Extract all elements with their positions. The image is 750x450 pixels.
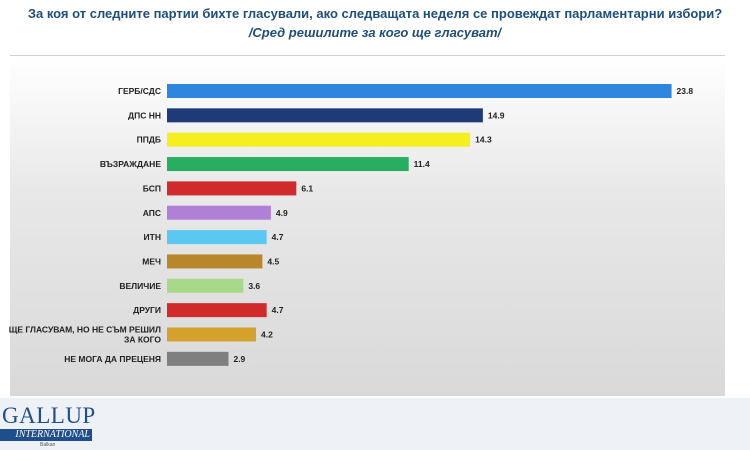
- value-label-11: 2.9: [233, 354, 245, 364]
- category-label-8: ВЕЛИЧИЕ: [119, 281, 161, 291]
- bar-5: [167, 205, 271, 220]
- bar-8: [167, 278, 244, 293]
- bar-3: [167, 157, 409, 172]
- bar-10: [167, 327, 257, 342]
- logo-main-text: GALLUP: [2, 403, 96, 428]
- value-label-2: 14.3: [475, 135, 492, 145]
- gallup-logo: GALLUP INTERNATIONAL Balkan: [0, 403, 100, 448]
- category-label-0: ГЕРБ/СДС: [118, 86, 161, 96]
- bar-0: [167, 84, 672, 98]
- value-label-4: 6.1: [301, 183, 313, 193]
- bar-9: [167, 303, 267, 318]
- category-label-4: БСП: [143, 183, 161, 193]
- logo-region-text: Balkan: [40, 442, 56, 448]
- category-label-1: ДПС НН: [128, 110, 161, 120]
- chart-title: За коя от следните партии бихте гласувал…: [27, 6, 723, 21]
- value-label-1: 14.9: [488, 110, 505, 120]
- bar-4: [167, 181, 297, 196]
- category-label-7: МЕЧ: [142, 256, 161, 266]
- category-label-6: ИТН: [144, 232, 161, 242]
- category-label-9: ДРУГИ: [133, 305, 161, 315]
- bar-7: [167, 254, 263, 269]
- category-label-11: НЕ МОГА ДА ПРЕЦЕНЯ: [64, 354, 161, 364]
- bar-2: [167, 132, 471, 147]
- bar-11: [167, 351, 229, 366]
- logo-sub-text: INTERNATIONAL: [0, 429, 92, 441]
- value-label-6: 4.7: [272, 232, 284, 242]
- value-label-8: 3.6: [248, 281, 260, 291]
- value-label-7: 4.5: [267, 256, 279, 266]
- bar-6: [167, 230, 267, 245]
- bar-1: [167, 108, 483, 123]
- value-label-10: 4.2: [261, 330, 273, 340]
- category-label-10: ЩЕ ГЛАСУВАМ, НО НЕ СЪМ РЕШИЛ ЗА КОГО: [9, 325, 162, 345]
- footer-band: [0, 398, 750, 450]
- value-label-9: 4.7: [272, 305, 284, 315]
- category-label-3: ВЪЗРАЖДАНЕ: [100, 159, 162, 169]
- value-label-0: 23.8: [677, 86, 694, 96]
- category-label-2: ППДБ: [137, 135, 161, 145]
- chart-subtitle: /Сред решилите за кого ще гласуват/: [248, 25, 502, 40]
- value-label-3: 11.4: [414, 159, 430, 169]
- category-label-5: АПС: [143, 208, 161, 218]
- value-label-5: 4.9: [276, 208, 288, 218]
